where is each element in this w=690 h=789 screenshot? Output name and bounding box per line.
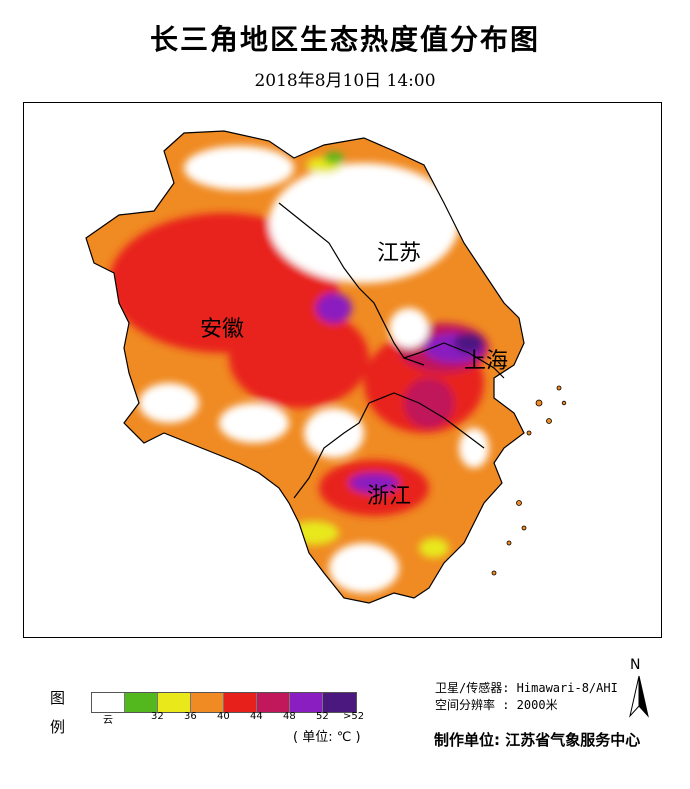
map-subtitle: 2018年8月10日 14:00 <box>254 71 436 91</box>
legend-tick-52: 52 <box>316 711 329 722</box>
islands <box>491 385 567 576</box>
legend-swatch-44 <box>224 693 257 712</box>
legend-tick-gt52: >52 <box>343 711 365 722</box>
legend-swatch-52 <box>290 693 323 712</box>
legend-swatch-32 <box>125 693 158 712</box>
legend-tick-32: 32 <box>151 711 164 722</box>
legend-swatch-40 <box>191 693 224 712</box>
heat-layer <box>86 131 524 603</box>
province-boundaries <box>85 130 525 604</box>
legend-swatch-48 <box>257 693 290 712</box>
heat-map <box>85 130 567 604</box>
region-label-zhejiang: 浙江 <box>367 484 412 509</box>
north-arrow-icon <box>629 675 649 718</box>
producer-text: 制作单位: 江苏省气象服务中心 <box>434 731 641 749</box>
legend-title-top: 图 <box>50 689 66 707</box>
map-title: 长三角地区生态热度值分布图 <box>149 23 540 56</box>
legend-tick-40: 40 <box>217 711 230 722</box>
satellite-sensor-text: 卫星/传感器: Himawari-8/AHI <box>435 681 618 695</box>
region-label-jiangsu: 江苏 <box>377 241 422 266</box>
legend-tick-48: 48 <box>283 711 296 722</box>
legend-color-bar <box>91 692 357 713</box>
resolution-text: 空间分辨率 : 2000米 <box>435 698 558 712</box>
legend-tick-44: 44 <box>250 711 263 722</box>
legend-unit: ( 单位: ℃ ) <box>293 730 361 745</box>
legend-swatch-gt52 <box>323 693 356 712</box>
region-label-shanghai: 上海 <box>464 349 509 374</box>
legend-swatch-cloud <box>92 693 125 712</box>
legend-tick-cloud: 云 <box>103 715 113 726</box>
north-label: N <box>630 657 641 673</box>
region-label-anhui: 安徽 <box>200 317 245 342</box>
legend-title-bottom: 例 <box>50 718 66 736</box>
legend-tick-36: 36 <box>184 711 197 722</box>
map-frame: 江苏 安徽 上海 浙江 <box>23 102 662 638</box>
legend-swatch-36 <box>158 693 191 712</box>
